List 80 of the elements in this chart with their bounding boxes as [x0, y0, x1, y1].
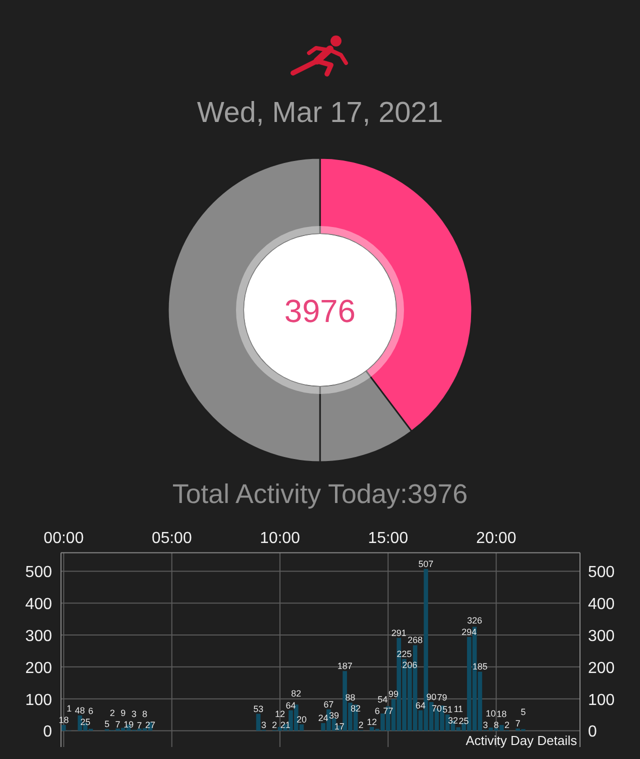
data-label: 18 — [58, 714, 69, 725]
data-label: 507 — [418, 558, 434, 569]
data-label: 326 — [467, 616, 482, 626]
data-label: 2 — [110, 708, 115, 718]
data-label: 5 — [520, 707, 526, 718]
data-label: 8 — [142, 709, 148, 720]
annotation: Activity Day Details — [466, 733, 578, 748]
y2-tick-label: 100 — [588, 692, 615, 709]
data-label: 8 — [494, 720, 499, 730]
data-label: 27 — [145, 720, 156, 730]
data-label: 19 — [124, 720, 134, 730]
data-label: 268 — [408, 635, 423, 646]
data-label: 7 — [136, 720, 142, 730]
data-label: 64 — [416, 700, 426, 710]
data-label: 54 — [378, 694, 388, 704]
y2-tick-label: 0 — [588, 724, 597, 741]
data-label: 6 — [374, 706, 380, 716]
data-label: 10 — [486, 708, 496, 719]
data-label: 90 — [426, 692, 436, 702]
y-tick-label: 300 — [25, 628, 52, 646]
data-label: 82 — [291, 688, 302, 699]
data-label: 32 — [448, 716, 458, 726]
x-tick-label: 00:00 — [44, 530, 84, 547]
data-label: 9 — [120, 708, 126, 718]
y2-tick-label: 200 — [588, 660, 615, 677]
chart-title: Total Activity Today:3976 — [172, 479, 468, 509]
data-label: 82 — [350, 704, 361, 714]
data-label: 18 — [496, 708, 507, 719]
data-label: 6 — [88, 706, 94, 716]
data-label: 21 — [280, 720, 290, 730]
data-label: 7 — [115, 719, 120, 730]
data-label: 1 — [66, 703, 72, 714]
data-label: 77 — [383, 706, 394, 716]
data-label: 3 — [131, 708, 136, 719]
data-label: 3 — [261, 720, 266, 730]
data-label: 3 — [482, 720, 488, 730]
data-label: 39 — [329, 710, 340, 720]
data-label: 12 — [274, 708, 285, 719]
data-label: 25 — [80, 716, 90, 727]
x-tick-label: 10:00 — [260, 530, 300, 547]
data-label: 187 — [337, 661, 352, 672]
data-label: 20 — [296, 714, 307, 724]
data-label: 225 — [396, 648, 412, 659]
x-tick-label: 05:00 — [152, 530, 192, 547]
data-label: 206 — [402, 660, 418, 670]
x-tick-label: 20:00 — [476, 530, 516, 547]
data-label: 185 — [472, 662, 488, 672]
y2-tick-label: 500 — [588, 564, 615, 582]
y-tick-label: 100 — [25, 692, 52, 709]
data-label: 51 — [442, 704, 453, 714]
data-label: 88 — [345, 692, 356, 703]
data-label: 67 — [324, 699, 334, 710]
data-label: 70 — [432, 703, 442, 714]
data-label: 17 — [334, 721, 344, 732]
y2-tick-label: 300 — [588, 628, 615, 646]
data-label: 53 — [253, 704, 264, 714]
data-label: 2 — [358, 720, 364, 730]
data-label: 11 — [454, 704, 464, 714]
data-label: 294 — [462, 626, 477, 637]
text: 3976 — [284, 293, 356, 329]
data-label: 99 — [388, 689, 398, 700]
x-tick-label: 15:00 — [368, 530, 408, 547]
y-tick-label: 200 — [25, 660, 52, 677]
data-label: 48 — [74, 705, 85, 716]
data-label: 25 — [458, 716, 469, 726]
data-label: 64 — [286, 700, 296, 710]
y-tick-label: 500 — [25, 564, 52, 582]
data-label: 5 — [104, 719, 110, 730]
data-label: 2 — [272, 720, 278, 730]
data-label: 79 — [437, 692, 448, 703]
y2-tick-label: 400 — [588, 596, 615, 614]
data-label: 12 — [366, 716, 377, 727]
y-tick-label: 0 — [43, 724, 52, 741]
chart-title: Wed, Mar 17, 2021 — [196, 97, 444, 129]
data-label: 7 — [515, 718, 520, 728]
data-label: 2 — [504, 720, 510, 730]
bar — [62, 724, 66, 731]
data-label: 291 — [391, 628, 406, 638]
data-label: 24 — [318, 713, 328, 724]
y-tick-label: 400 — [25, 596, 52, 614]
